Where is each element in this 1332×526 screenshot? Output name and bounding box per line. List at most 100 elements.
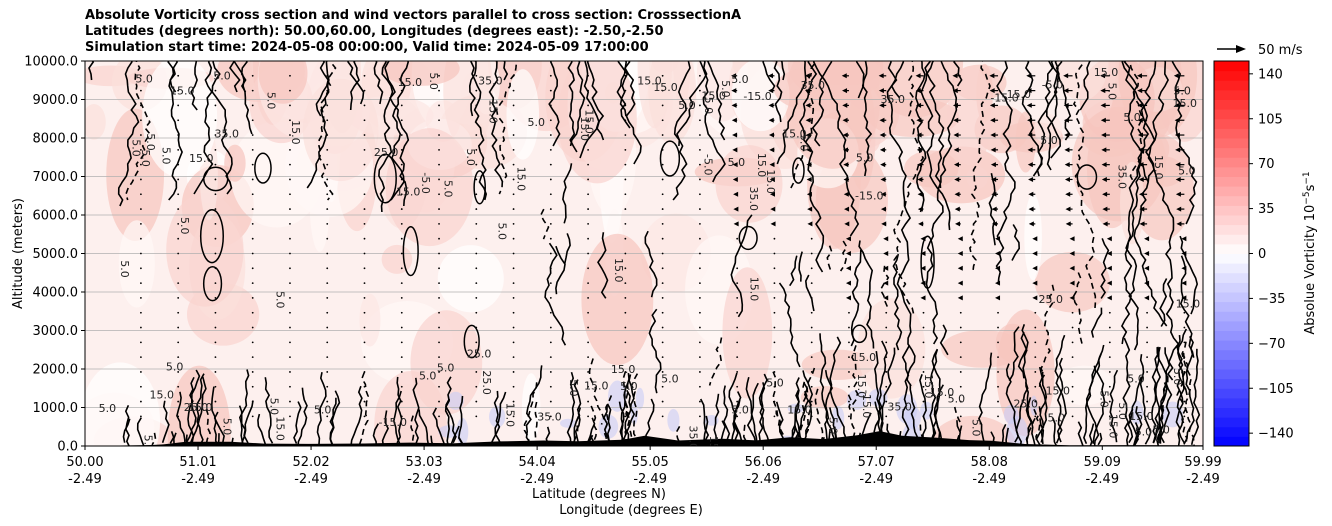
- wind-vector-head: [1100, 88, 1106, 94]
- wind-vector: [475, 89, 478, 92]
- shade-patch: [85, 104, 106, 140]
- wind-vector: [140, 222, 142, 225]
- wind-vector-head: [768, 132, 774, 138]
- wind-vector: [214, 163, 217, 166]
- wind-vector: [848, 415, 850, 418]
- x-tick-label-lon: -2.49: [520, 472, 554, 487]
- wind-vector: [251, 237, 254, 240]
- contour-positive: [562, 163, 573, 224]
- wind-vector: [587, 104, 589, 107]
- contour-negative: [318, 61, 337, 201]
- wind-vector-head: [953, 147, 959, 153]
- contour-label: 35.0: [887, 401, 912, 414]
- colorbar-band: [1214, 215, 1249, 226]
- wind-vector: [661, 163, 664, 166]
- wind-vector-head: [1174, 117, 1180, 123]
- colorbar-band: [1214, 311, 1249, 322]
- wind-vector: [624, 178, 627, 181]
- wind-vector-head: [1065, 206, 1071, 212]
- wind-vector: [289, 385, 291, 388]
- contour-label: 5.0: [135, 73, 153, 86]
- shade-patch: [374, 371, 447, 446]
- contour-negative: [205, 408, 211, 446]
- wind-vector: [512, 74, 515, 77]
- contour-negative: [893, 61, 925, 315]
- contour-negative: [495, 61, 518, 195]
- wind-vector-head: [805, 88, 811, 94]
- wind-vector: [549, 252, 552, 255]
- contour-label: 15.0: [707, 436, 720, 461]
- wind-vector: [177, 237, 180, 240]
- contour-positive: [1159, 425, 1163, 444]
- wind-vector: [699, 326, 701, 329]
- wind-vector: [997, 311, 999, 314]
- wind-vector: [475, 297, 478, 299]
- wind-vector: [475, 134, 478, 136]
- quiver-key-arrow-icon: [1236, 45, 1246, 53]
- contour-positive: [1127, 376, 1143, 444]
- wind-vector-head: [1064, 147, 1070, 153]
- contour-label: 15.0: [578, 117, 591, 142]
- wind-vector: [140, 267, 142, 270]
- contour-positive: [1008, 326, 1020, 382]
- wind-vector: [587, 297, 589, 299]
- wind-vector-head: [989, 102, 995, 108]
- contour-label: 15.0: [398, 76, 423, 89]
- shade-patch: [966, 166, 988, 190]
- y-tick-label: 10000.0: [24, 55, 78, 70]
- contour-negative: [851, 345, 859, 412]
- x-tick-label-lon: -2.49: [972, 472, 1006, 487]
- colorbar-band: [1214, 234, 1249, 245]
- wind-vector: [959, 356, 962, 359]
- wind-vector: [587, 148, 589, 151]
- wind-vector: [400, 148, 403, 151]
- wind-vector: [289, 326, 291, 329]
- wind-vector-head: [1137, 117, 1143, 123]
- wind-vector: [251, 193, 254, 196]
- contour-label: 5.0: [273, 291, 286, 309]
- contour-loop: [202, 266, 223, 302]
- wind-vector: [624, 371, 627, 373]
- contour-positive: [780, 61, 786, 81]
- wind-vector-head: [844, 206, 850, 212]
- wind-vector: [475, 311, 478, 314]
- wind-vector: [251, 208, 254, 210]
- contour-label: 15.0: [170, 85, 195, 98]
- contour-loop: [792, 157, 805, 184]
- contour-negative: [796, 367, 816, 446]
- wind-vector: [549, 297, 552, 299]
- contour-negative: [1038, 284, 1055, 387]
- contour-positive: [804, 274, 815, 312]
- contour-positive: [1122, 337, 1131, 446]
- wind-vector: [326, 326, 329, 329]
- y-tick-label: 0.0: [57, 440, 78, 455]
- wind-vector-head: [991, 221, 997, 227]
- wind-vector-head: [1028, 206, 1034, 212]
- wind-vector-head: [990, 162, 996, 168]
- contour-label: 15.0: [855, 374, 868, 399]
- wind-vector: [1034, 341, 1037, 344]
- contour-positive: [229, 61, 241, 93]
- wind-vector: [140, 415, 142, 418]
- wind-vector: [363, 267, 366, 270]
- wind-vector: [289, 119, 291, 122]
- wind-vector: [587, 326, 589, 329]
- wind-vector: [214, 148, 217, 151]
- wind-vector: [400, 415, 403, 418]
- wind-vector: [810, 252, 813, 255]
- wind-vector-head: [1102, 191, 1108, 197]
- wind-vector-head: [1032, 265, 1038, 271]
- contour-negative: [358, 372, 370, 445]
- wind-vector: [699, 297, 701, 299]
- wind-vector: [1108, 311, 1111, 314]
- wind-vector: [512, 193, 515, 196]
- contour-label: 5.0: [437, 362, 455, 375]
- wind-vector-head: [1069, 265, 1075, 271]
- contour-positive: [196, 373, 205, 446]
- wind-vector: [699, 178, 701, 181]
- wind-vector: [549, 415, 552, 418]
- wind-vector-head: [916, 132, 922, 138]
- colorbar-band: [1214, 147, 1249, 158]
- contour-label: 5.0: [1178, 165, 1196, 178]
- wind-vector-head: [1069, 280, 1075, 286]
